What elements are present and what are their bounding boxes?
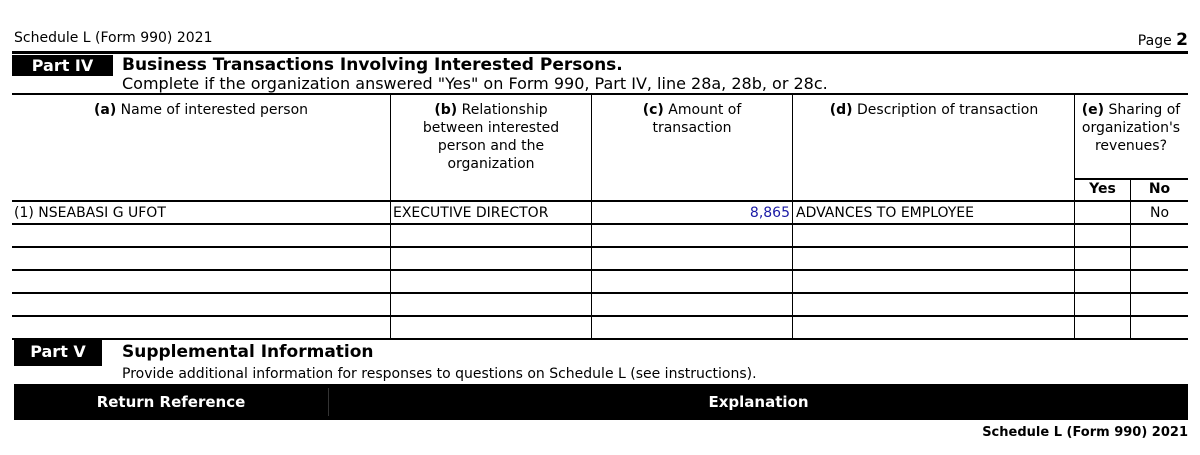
supplemental-table-header: Return Reference Explanation bbox=[14, 384, 1188, 420]
col-b-header: (b) Relationship between interested pers… bbox=[422, 102, 560, 172]
col-e-header: (e) Sharing of organization's revenues? bbox=[1081, 102, 1181, 154]
page-number: Page 2 bbox=[1138, 30, 1188, 50]
header-rule bbox=[12, 93, 1188, 95]
col-a-header: (a) Name of interested person bbox=[93, 102, 309, 118]
transaction-amount: 8,865 bbox=[749, 205, 790, 221]
col-divider bbox=[390, 95, 391, 339]
part4-instruction: Complete if the organization answered "Y… bbox=[122, 74, 828, 93]
page-number-value: 2 bbox=[1176, 30, 1188, 50]
row-rule bbox=[12, 338, 1188, 340]
row-rule bbox=[12, 315, 1188, 317]
part5-label: Part V bbox=[14, 340, 102, 366]
col-d-header: (d) Description of transaction bbox=[829, 102, 1039, 118]
form-name-header: Schedule L (Form 990) 2021 bbox=[14, 30, 213, 46]
col-c-header: (c) Amount of transaction bbox=[642, 102, 742, 136]
relationship: EXECUTIVE DIRECTOR bbox=[393, 205, 549, 221]
transaction-description: ADVANCES TO EMPLOYEE bbox=[796, 205, 974, 221]
row-rule bbox=[12, 246, 1188, 248]
col-divider bbox=[1130, 179, 1131, 339]
col-e-no-header: No bbox=[1148, 181, 1171, 197]
col-divider bbox=[1074, 95, 1075, 339]
part5-title: Supplemental Information bbox=[122, 342, 374, 362]
return-reference-header: Return Reference bbox=[96, 393, 246, 411]
row-rule bbox=[12, 200, 1188, 202]
col-divider bbox=[792, 95, 793, 339]
part5-instruction: Provide additional information for respo… bbox=[122, 366, 757, 382]
sharing-no: No bbox=[1149, 205, 1170, 221]
row-rule bbox=[12, 223, 1188, 225]
row-rule bbox=[12, 269, 1188, 271]
page-label: Page bbox=[1137, 33, 1172, 49]
top-rule bbox=[12, 51, 1188, 54]
form-name-footer: Schedule L (Form 990) 2021 bbox=[982, 425, 1188, 440]
e-subheader-rule bbox=[1075, 178, 1188, 180]
header-divider bbox=[328, 388, 329, 416]
part4-label: Part IV bbox=[12, 55, 113, 76]
col-divider bbox=[591, 95, 592, 339]
part4-title: Business Transactions Involving Interest… bbox=[122, 55, 623, 75]
explanation-header: Explanation bbox=[708, 393, 809, 411]
interested-person-name: (1) NSEABASI G UFOT bbox=[14, 205, 166, 221]
col-e-yes-header: Yes bbox=[1089, 181, 1116, 197]
row-rule bbox=[12, 292, 1188, 294]
